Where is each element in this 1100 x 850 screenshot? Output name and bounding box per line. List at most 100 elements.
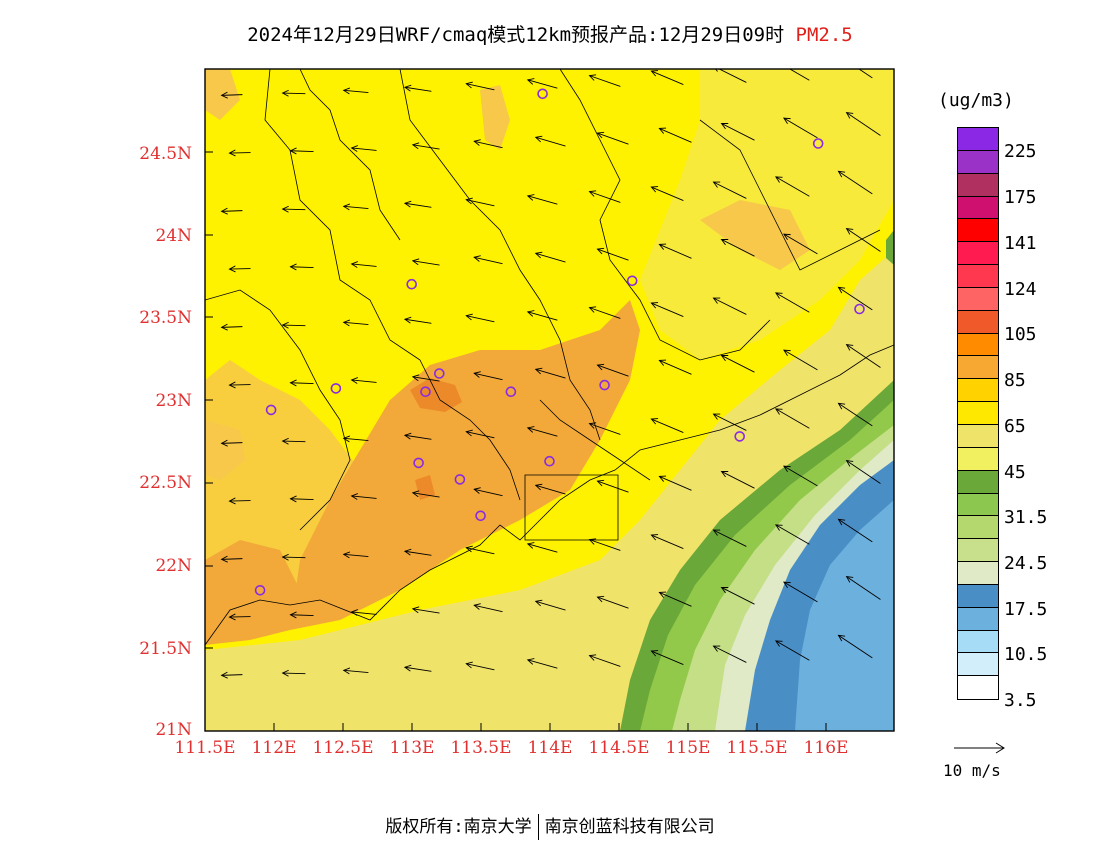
- wind-vector: [837, 402, 873, 427]
- wind-vector: [588, 654, 621, 667]
- wind-vector: [774, 640, 810, 661]
- wind-vector: [220, 671, 243, 679]
- wind-reference-arrow-icon: [954, 742, 1005, 754]
- colorbar-swatch: [958, 333, 998, 357]
- wind-vector: [289, 263, 314, 271]
- stations: [254, 88, 865, 596]
- wind-vector: [783, 349, 818, 371]
- wind-vector: [650, 186, 684, 201]
- colorbar-label: 65: [1004, 416, 1026, 437]
- wind-vector: [526, 78, 558, 89]
- lat-label: 24N: [155, 226, 192, 246]
- hongkong-box: [524, 474, 619, 541]
- boundary-7: [539, 399, 651, 481]
- wind-vector: [650, 650, 684, 665]
- wind-vector: [281, 553, 306, 561]
- station-marker: [420, 386, 431, 398]
- wind-vector: [650, 418, 684, 433]
- wind-vector: [774, 408, 810, 429]
- wind-vector: [411, 258, 440, 266]
- lat-label: 21.5N: [139, 639, 192, 659]
- company-text: 南京创蓝科技有限公司: [544, 817, 715, 837]
- wind-vector: [650, 534, 684, 549]
- wind-vector: [465, 429, 495, 439]
- wind-vector: [720, 238, 755, 257]
- wind-vector: [658, 127, 692, 143]
- wind-vector: [281, 89, 306, 97]
- lat-label: 21N: [155, 720, 192, 740]
- colorbar-label: 175: [1004, 187, 1037, 208]
- footer-separator: [537, 814, 539, 840]
- wind-vector: [783, 581, 818, 603]
- wind-vector: [858, 69, 873, 79]
- wind-vector: [342, 203, 369, 211]
- title-variable: PM2.5: [795, 24, 853, 46]
- colorbar-swatch: [958, 447, 998, 471]
- colorbar-label: 45: [1004, 462, 1026, 483]
- colorbar-swatch: [958, 607, 998, 631]
- wind-vector: [720, 122, 755, 141]
- concentration-field: [205, 69, 894, 731]
- colorbar-swatch: [958, 539, 998, 563]
- wind-vector: [712, 413, 747, 431]
- wind-vector: [281, 205, 306, 213]
- wind-vector: [403, 84, 432, 92]
- wind-vectors: [220, 69, 881, 679]
- lon-label: 115.5E: [726, 738, 788, 758]
- wind-vector: [774, 292, 810, 313]
- wind-vector: [534, 367, 566, 379]
- lon-label: 113.5E: [450, 738, 512, 758]
- wind-vector: [720, 470, 755, 489]
- lat-label: 24.5N: [139, 144, 192, 164]
- wind-vector: [596, 247, 629, 261]
- field-blue: [795, 500, 894, 731]
- colorbar-swatch: [958, 287, 998, 311]
- lon-label: 113E: [389, 738, 435, 758]
- station-marker: [406, 278, 418, 290]
- wind-vector: [465, 81, 495, 91]
- colorbar-swatch: [958, 493, 998, 517]
- wind-vector: [350, 377, 377, 384]
- wind-vector: [658, 591, 692, 607]
- colorbar: [957, 127, 999, 701]
- field-green-east-edge: [886, 230, 894, 265]
- colorbar-label: 141: [1004, 233, 1037, 254]
- wind-vector: [342, 667, 369, 675]
- wind-vector: [411, 606, 440, 614]
- wind-vector: [650, 70, 684, 85]
- wind-vector: [228, 613, 251, 621]
- wind-vector: [350, 609, 377, 616]
- lon-label: 112.5E: [312, 738, 374, 758]
- wind-vector: [281, 321, 306, 329]
- colorbar-swatch: [958, 653, 998, 677]
- wind-vector: [289, 147, 314, 155]
- boundaries: [205, 69, 894, 646]
- wind-vector: [534, 135, 566, 147]
- wind-vector: [712, 645, 747, 663]
- colorbar-swatch: [958, 516, 998, 540]
- colorbar-label: 17.5: [1004, 599, 1048, 620]
- colorbar-swatch: [958, 173, 998, 197]
- wind-vector: [845, 344, 881, 368]
- station-marker: [812, 138, 824, 149]
- wind-vector: [403, 664, 432, 672]
- boundary-8: [299, 69, 401, 241]
- wind-vector: [783, 117, 818, 139]
- wind-vector: [220, 555, 243, 563]
- station-marker: [254, 584, 266, 596]
- wind-vector: [403, 316, 432, 324]
- wind-vector: [596, 363, 629, 377]
- wind-vector: [465, 313, 495, 323]
- wind-vector: [411, 142, 440, 150]
- station-marker: [265, 404, 277, 416]
- wind-vector: [789, 69, 810, 81]
- colorbar-swatch: [958, 379, 998, 403]
- wind-vector: [465, 545, 495, 555]
- wind-vector: [403, 432, 432, 440]
- station-marker: [475, 510, 486, 522]
- wind-vector: [465, 661, 495, 671]
- colorbar-label: 3.5: [1004, 690, 1037, 711]
- wind-vector: [350, 493, 377, 500]
- lat-label: 23.5N: [139, 308, 192, 328]
